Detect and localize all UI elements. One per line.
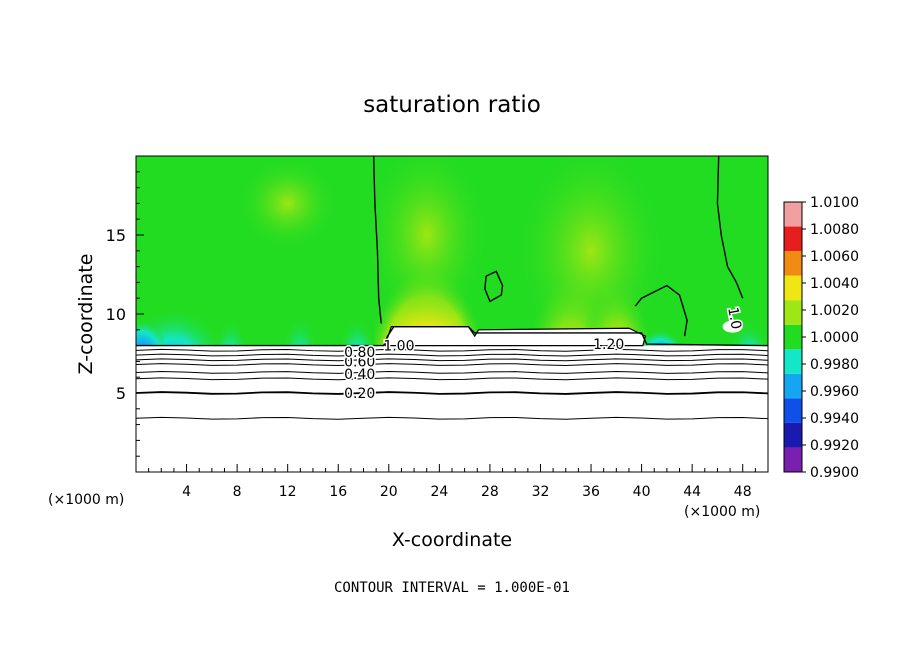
saturation-field (136, 156, 768, 346)
x-axis: 4 8 12 16 20 24 28 32 36 40 44 48 (148, 464, 756, 500)
field-feature-11 (637, 312, 684, 346)
colorbar-segment (784, 275, 802, 301)
colorbar-label: 1.0080 (810, 222, 859, 238)
x-tick-label: 44 (683, 484, 701, 500)
contour-0-80 (135, 348, 769, 352)
y-tick-label: 15 (106, 226, 126, 245)
contour-0 (135, 416, 769, 420)
colorbar-segment (784, 398, 802, 423)
y-axis-label: Z-coordinate (75, 254, 97, 375)
colorbar-label: 0.9940 (810, 411, 859, 427)
x-tick-label: 8 (233, 484, 242, 500)
colorbar-segment (784, 373, 802, 399)
x-tick-label: 36 (582, 484, 600, 500)
colorbar-segment (784, 251, 802, 276)
y-tick-label: 5 (116, 384, 126, 403)
contour-1-00-blob (484, 270, 504, 303)
cloud-region-east (722, 320, 743, 333)
x-tick-label: 16 (329, 484, 347, 500)
x-tick-label: 24 (430, 484, 448, 500)
colorbar-label: 0.9980 (810, 357, 859, 373)
x-tick-label: 48 (734, 484, 752, 500)
contour-label: 0.20 (344, 386, 375, 402)
field-feature-4 (363, 156, 490, 330)
colorbar-segment (784, 447, 802, 472)
contour-interval-note: CONTOUR INTERVAL = 1.000E-01 (334, 580, 570, 596)
colorbar-label: 1.0000 (810, 330, 859, 346)
field-feature-3 (515, 156, 667, 346)
contour-c (135, 353, 769, 357)
chart-title: saturation ratio (363, 92, 541, 118)
colorbar-segment (784, 324, 802, 350)
contour-b (135, 363, 769, 366)
colorbar-segment (784, 226, 802, 252)
contour-0-20 (135, 391, 769, 395)
colorbar-label: 0.9960 (810, 384, 859, 400)
contour-1-00-west (372, 155, 382, 324)
colorbar-label: 1.0100 (810, 195, 859, 211)
field-feature-5 (237, 156, 339, 251)
x-tick-label: 32 (532, 484, 550, 500)
colorbar-label: 1.0020 (810, 303, 859, 319)
contour-label: 1.0 (724, 306, 744, 331)
contour-lines (135, 155, 769, 420)
contour-label: 0.40 (344, 367, 375, 383)
field-feature-9 (282, 282, 319, 346)
contour-a (135, 377, 769, 381)
contour-label: 1.00 (383, 339, 414, 355)
colorbar-segment (784, 349, 802, 374)
x-tick-label: 40 (633, 484, 651, 500)
colorbar-label: 0.9920 (810, 438, 859, 454)
contour-labels: 0.20 0.400.600.80 1.00 1.20 1.0 (343, 304, 746, 403)
y-tick-label: 10 (106, 305, 126, 324)
cloud-region (385, 326, 646, 346)
cloud-outline (384, 326, 647, 347)
field-feature-10 (339, 288, 375, 346)
colorbar-label: 1.0040 (810, 276, 859, 292)
contour-1-00-se (634, 284, 688, 337)
colorbar-segment (784, 422, 802, 448)
colorbar-segment (784, 300, 802, 325)
field-feature-8 (214, 290, 248, 346)
field-feature-12 (730, 298, 768, 346)
x-tick-label: 4 (182, 484, 191, 500)
contour-label: 0.60 (344, 354, 375, 370)
colorbar: 0.9900 0.9920 0.9940 0.9960 0.9980 1.0000 1.00… (783, 195, 859, 481)
colorbar-label: 1.0060 (810, 249, 859, 265)
x-units-left: (×1000 m) (48, 492, 124, 508)
field-feature-7 (136, 298, 166, 346)
contour-0-40 (135, 371, 769, 374)
y-axis: 5 10 15 (106, 171, 144, 457)
x-tick-label: 20 (380, 484, 398, 500)
x-axis-label: X-coordinate (392, 529, 512, 551)
contour-label: 0.80 (344, 345, 375, 361)
contour-label: 1.20 (593, 337, 624, 353)
x-tick-label: 12 (279, 484, 297, 500)
x-units-right: (×1000 m) (684, 504, 760, 520)
x-tick-label: 28 (481, 484, 499, 500)
contour-1-00-east (716, 155, 744, 299)
contour-0-60 (135, 358, 769, 362)
colorbar-segment (784, 202, 802, 227)
colorbar-label: 0.9900 (810, 465, 859, 481)
